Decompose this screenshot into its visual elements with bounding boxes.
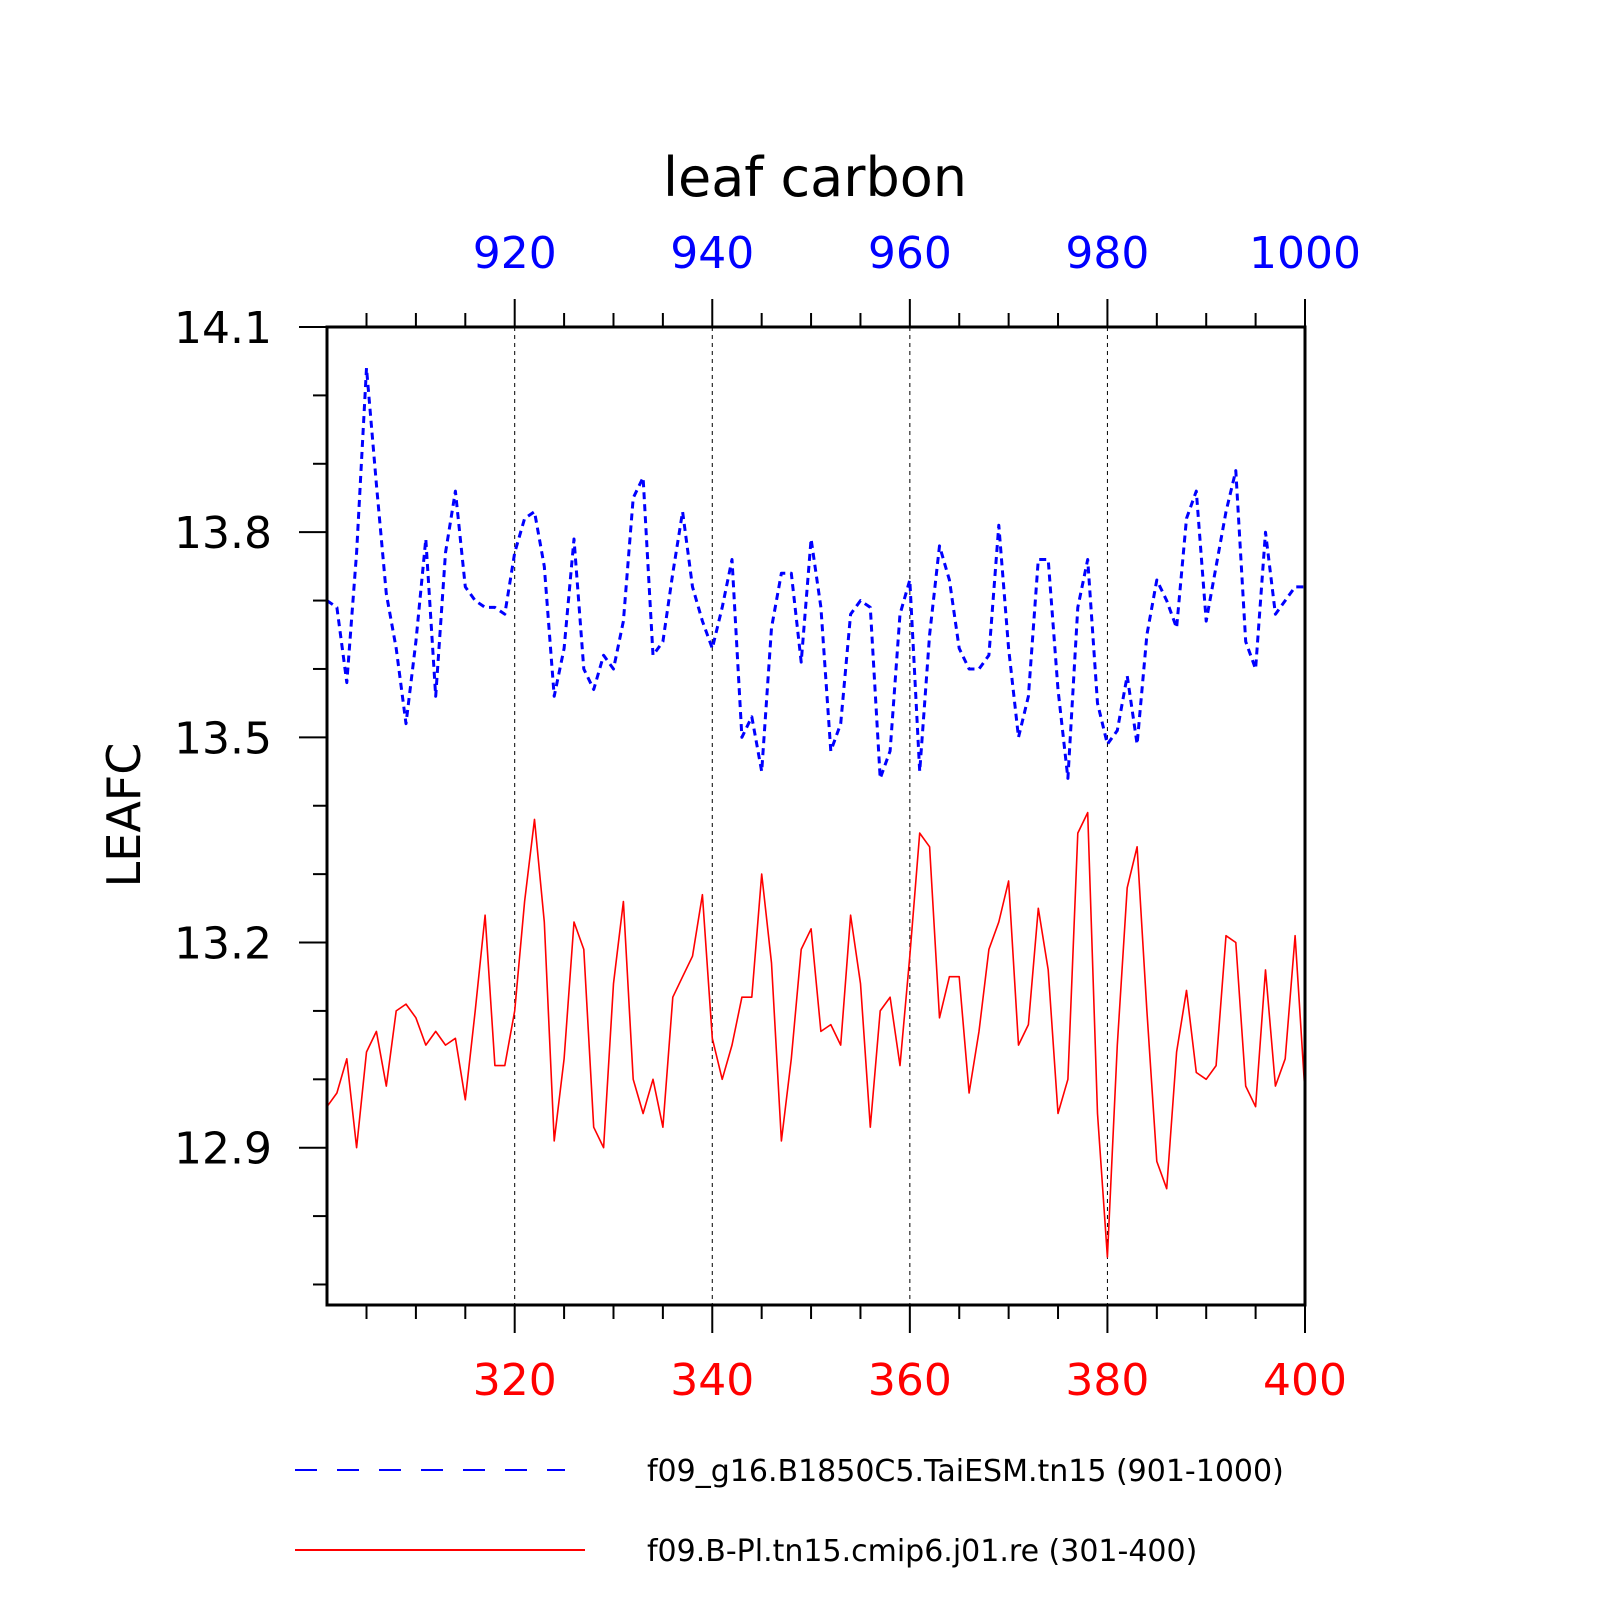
x-bottom-tick-label: 340 (670, 1355, 754, 1406)
x-bottom-tick-label: 400 (1263, 1355, 1347, 1406)
legend-label-red: f09.B-Pl.tn15.cmip6.j01.re (301-400) (647, 1534, 1197, 1569)
x-bottom-tick-label: 380 (1065, 1355, 1149, 1406)
top-x-tick-labels: 920 940 960 980 1000 (473, 228, 1361, 279)
x-top-tick-label: 920 (473, 228, 557, 279)
plot-frame (325, 325, 1307, 1307)
y-tick-label: 12.9 (174, 1124, 272, 1175)
series-line-blue-dashed (326, 366, 1305, 780)
y-tick-label: 13.2 (174, 919, 272, 970)
y-axis-label: LEAFC (97, 743, 151, 888)
x-top-tick-label: 1000 (1249, 228, 1361, 279)
bottom-x-tick-labels: 320 340 360 380 400 (473, 1355, 1347, 1406)
legend-label-blue: f09_g16.B1850C5.TaiESM.tn15 (901-1000) (647, 1454, 1284, 1489)
x-top-tick-label: 960 (868, 228, 952, 279)
chart-title: leaf carbon (663, 146, 967, 209)
legend: f09_g16.B1850C5.TaiESM.tn15 (901-1000) f… (295, 1454, 1284, 1569)
x-bottom-tick-label: 360 (868, 1355, 952, 1406)
series-line-red-solid (326, 811, 1306, 1258)
vertical-grid-lines (514, 327, 1108, 1305)
x-top-tick-label: 940 (670, 228, 754, 279)
x-top-tick-label: 980 (1065, 228, 1149, 279)
x-bottom-tick-label: 320 (473, 1355, 557, 1406)
series-lines (326, 366, 1306, 1258)
y-tick-label: 14.1 (174, 303, 272, 354)
y-tick-label: 13.5 (174, 713, 272, 764)
y-tick-label: 13.8 (174, 508, 272, 559)
axis-ticks (299, 299, 1306, 1333)
y-tick-labels: 12.9 13.2 13.5 13.8 14.1 (174, 303, 272, 1175)
